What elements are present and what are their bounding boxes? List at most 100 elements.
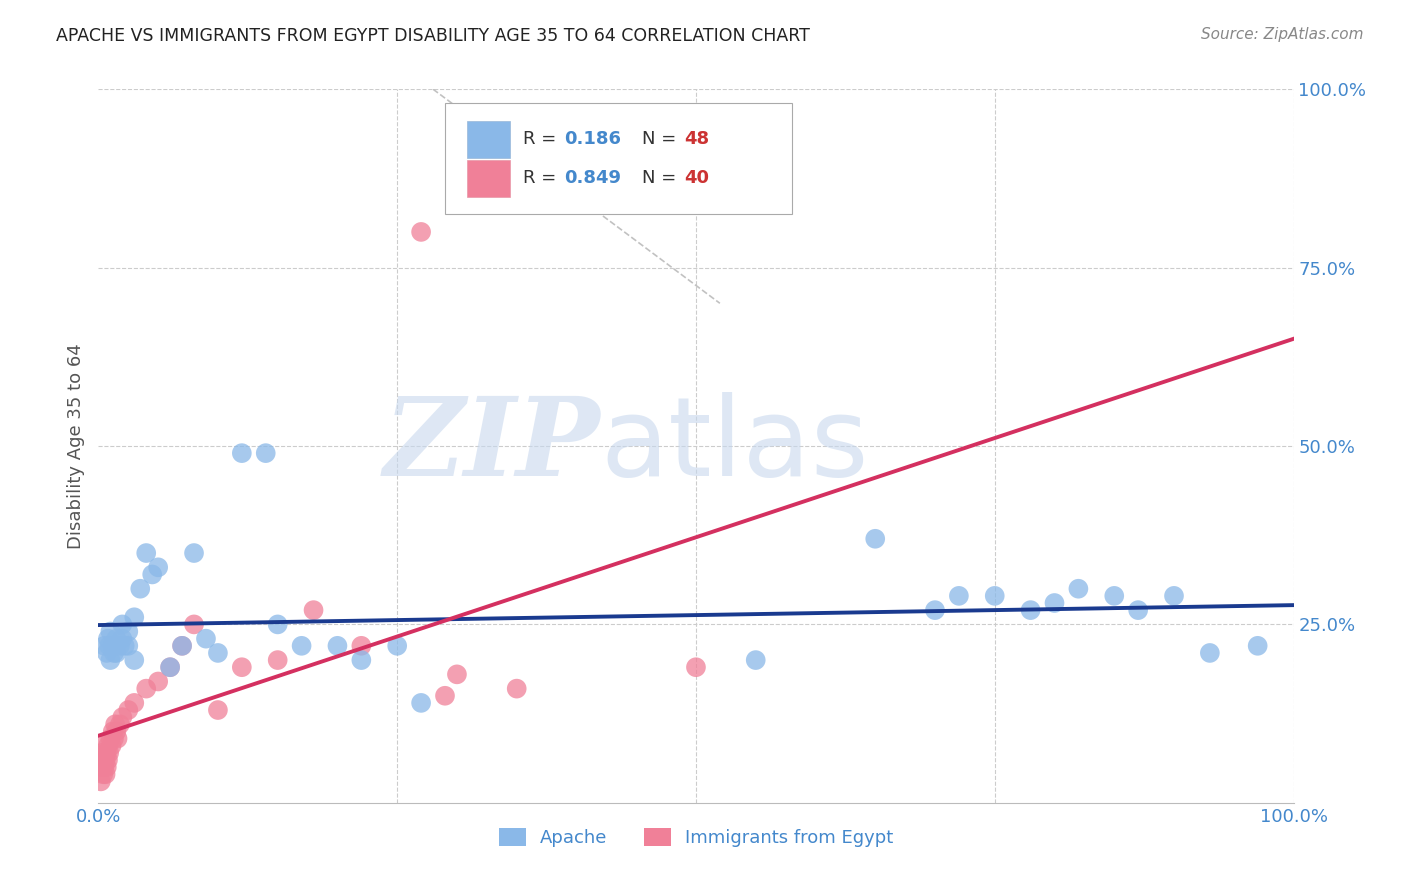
- Point: [685, 660, 707, 674]
- FancyBboxPatch shape: [467, 160, 509, 197]
- Point: [129, 582, 152, 596]
- Point: [96, 646, 118, 660]
- Point: [117, 639, 139, 653]
- Point: [948, 589, 970, 603]
- Point: [96, 760, 118, 774]
- Point: [1104, 589, 1126, 603]
- Point: [111, 710, 134, 724]
- Text: R =: R =: [523, 130, 561, 148]
- Point: [350, 653, 373, 667]
- Text: atlas: atlas: [600, 392, 869, 500]
- Point: [93, 639, 115, 653]
- Point: [231, 446, 253, 460]
- Point: [135, 546, 157, 560]
- Point: [924, 603, 946, 617]
- Point: [183, 546, 205, 560]
- Point: [114, 639, 136, 653]
- Point: [350, 639, 373, 653]
- Point: [135, 681, 157, 696]
- Point: [745, 653, 768, 667]
- Point: [90, 774, 112, 789]
- Point: [231, 660, 253, 674]
- Point: [105, 724, 128, 739]
- Point: [124, 653, 146, 667]
- Text: 0.186: 0.186: [565, 130, 621, 148]
- Text: N =: N =: [643, 130, 682, 148]
- Point: [93, 739, 115, 753]
- Point: [141, 567, 163, 582]
- FancyBboxPatch shape: [446, 103, 792, 214]
- Point: [326, 639, 349, 653]
- Point: [446, 667, 468, 681]
- Point: [1067, 582, 1090, 596]
- Point: [91, 767, 114, 781]
- Point: [98, 731, 122, 746]
- Point: [101, 724, 124, 739]
- Point: [506, 681, 529, 696]
- Point: [107, 731, 129, 746]
- Point: [195, 632, 218, 646]
- Point: [267, 617, 290, 632]
- Point: [1163, 589, 1185, 603]
- Point: [104, 717, 127, 731]
- Point: [98, 746, 121, 760]
- Point: [172, 639, 194, 653]
- Point: [100, 739, 122, 753]
- Point: [411, 696, 433, 710]
- Text: N =: N =: [643, 169, 682, 187]
- Point: [124, 610, 146, 624]
- Point: [148, 674, 170, 689]
- Point: [105, 632, 128, 646]
- Point: [172, 639, 194, 653]
- Point: [434, 689, 457, 703]
- Point: [207, 646, 229, 660]
- Point: [97, 632, 120, 646]
- FancyBboxPatch shape: [467, 120, 509, 158]
- Point: [148, 560, 170, 574]
- Point: [267, 653, 290, 667]
- Point: [117, 703, 139, 717]
- Point: [103, 731, 125, 746]
- Point: [291, 639, 314, 653]
- Legend: Apache, Immigrants from Egypt: Apache, Immigrants from Egypt: [491, 821, 901, 855]
- Point: [865, 532, 887, 546]
- Point: [1128, 603, 1150, 617]
- Point: [1019, 603, 1042, 617]
- Point: [91, 753, 114, 767]
- Point: [96, 746, 118, 760]
- Point: [1199, 646, 1222, 660]
- Point: [159, 660, 181, 674]
- Point: [111, 617, 134, 632]
- Text: 40: 40: [685, 169, 709, 187]
- Point: [97, 739, 120, 753]
- Point: [98, 639, 121, 653]
- Point: [108, 639, 131, 653]
- Point: [91, 760, 114, 774]
- Point: [98, 653, 122, 667]
- Text: 48: 48: [685, 130, 709, 148]
- Text: APACHE VS IMMIGRANTS FROM EGYPT DISABILITY AGE 35 TO 64 CORRELATION CHART: APACHE VS IMMIGRANTS FROM EGYPT DISABILI…: [56, 27, 810, 45]
- Point: [94, 767, 117, 781]
- Point: [108, 717, 131, 731]
- Text: 0.849: 0.849: [565, 169, 621, 187]
- Point: [1043, 596, 1066, 610]
- Point: [124, 696, 146, 710]
- Point: [159, 660, 181, 674]
- Point: [94, 753, 117, 767]
- Point: [183, 617, 205, 632]
- Point: [101, 639, 124, 653]
- Point: [385, 639, 409, 653]
- Point: [411, 225, 433, 239]
- Point: [97, 753, 120, 767]
- Text: R =: R =: [523, 169, 561, 187]
- Text: Source: ZipAtlas.com: Source: ZipAtlas.com: [1201, 27, 1364, 42]
- Text: ZIP: ZIP: [384, 392, 600, 500]
- Point: [302, 603, 325, 617]
- Point: [207, 703, 229, 717]
- Point: [984, 589, 1007, 603]
- Point: [91, 746, 114, 760]
- Point: [103, 646, 125, 660]
- Point: [93, 760, 115, 774]
- Point: [105, 646, 128, 660]
- Point: [254, 446, 277, 460]
